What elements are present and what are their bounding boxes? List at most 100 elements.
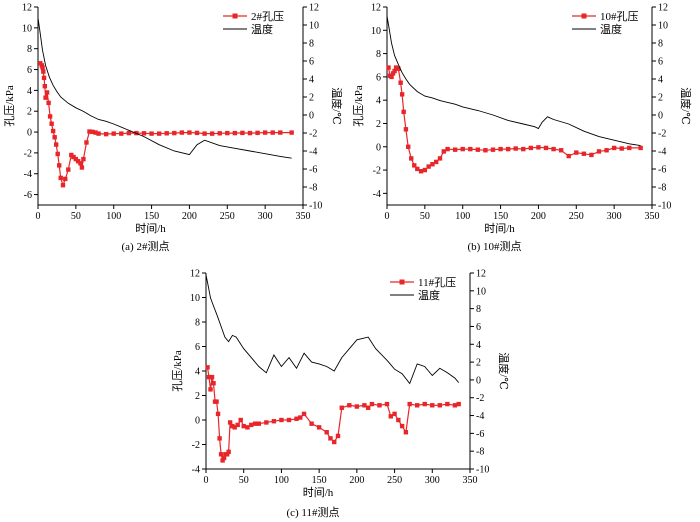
data-point xyxy=(43,95,48,100)
x-tick-label: 150 xyxy=(144,211,159,222)
data-point xyxy=(401,109,406,115)
series-line xyxy=(206,367,459,462)
data-point xyxy=(415,166,420,172)
data-point xyxy=(211,381,216,386)
chart-panel-2: 0 50 100 150 200 250 300 350-4-2024681012-10-8-… xyxy=(352,3,693,254)
data-point xyxy=(271,419,277,424)
data-point xyxy=(57,163,62,168)
data-point xyxy=(278,130,283,135)
y2-tick-label: 6 xyxy=(476,322,481,333)
data-point xyxy=(407,401,412,407)
y-tick-label: 10 xyxy=(371,26,381,37)
x-tick-label: 50 xyxy=(71,211,81,222)
legend-label: 11#孔压 xyxy=(418,276,456,289)
data-point xyxy=(172,130,177,136)
y-tick-label: -2 xyxy=(373,166,381,177)
y-tick-label: 12 xyxy=(22,3,32,14)
data-point xyxy=(96,131,101,136)
data-point xyxy=(298,415,303,420)
data-point xyxy=(386,65,391,70)
data-point xyxy=(58,175,63,181)
data-point xyxy=(79,165,85,170)
data-point xyxy=(412,163,417,168)
series-temperature xyxy=(386,15,641,147)
data-point xyxy=(437,156,443,161)
data-point xyxy=(119,131,124,136)
y2-axis-label: 温度/℃ xyxy=(330,87,344,124)
data-point xyxy=(339,405,344,410)
data-point xyxy=(40,65,45,70)
chart-panel-3: 0 50 100 150 200 250 300 350-4-2024681012-10-8-… xyxy=(171,269,511,520)
data-point xyxy=(581,151,587,156)
data-point xyxy=(335,433,341,439)
y2-tick-label: -8 xyxy=(658,183,666,194)
data-point xyxy=(232,130,238,136)
data-point xyxy=(245,425,250,430)
data-point xyxy=(270,130,275,135)
y2-axis-label: 温度/℃ xyxy=(679,87,693,124)
data-point xyxy=(434,159,439,165)
data-point xyxy=(369,401,375,407)
data-point xyxy=(324,430,329,435)
y-axis-label: 孔压/kPa xyxy=(3,85,16,127)
y-tick-label: -4 xyxy=(192,465,200,476)
x-tick-label: 300 xyxy=(425,475,440,486)
y-tick-label: -6 xyxy=(24,190,32,201)
data-point xyxy=(49,121,54,126)
data-point xyxy=(619,146,624,151)
data-point xyxy=(403,430,409,435)
panel-caption: (c) 11#测点 xyxy=(286,506,339,519)
data-point xyxy=(164,131,169,136)
data-point xyxy=(60,183,66,188)
data-point xyxy=(230,423,235,429)
data-point xyxy=(78,161,83,166)
data-point xyxy=(179,130,185,135)
data-point xyxy=(521,146,526,152)
y2-tick-label: -4 xyxy=(309,147,317,158)
data-point xyxy=(75,159,81,164)
data-point xyxy=(55,151,60,157)
data-point xyxy=(225,130,230,136)
y2-tick-label: -10 xyxy=(476,465,489,476)
y-tick-label: -2 xyxy=(24,148,32,159)
data-point xyxy=(255,130,260,136)
data-point xyxy=(218,452,224,457)
data-point xyxy=(286,417,292,423)
data-point xyxy=(399,423,405,429)
data-point xyxy=(103,131,109,137)
data-point xyxy=(202,131,207,136)
data-point xyxy=(252,421,258,426)
data-point xyxy=(187,130,192,135)
data-point xyxy=(69,152,74,158)
x-tick-label: 300 xyxy=(607,211,622,222)
y-tick-label: -4 xyxy=(373,189,381,200)
y2-tick-label: 8 xyxy=(476,304,481,315)
data-point xyxy=(206,374,212,380)
data-point xyxy=(249,422,254,428)
legend-marker xyxy=(581,13,587,19)
y2-tick-label: 12 xyxy=(476,269,486,280)
x-tick-label: 350 xyxy=(296,211,311,222)
series-line xyxy=(205,274,460,385)
data-point xyxy=(309,421,314,426)
y2-tick-label: -4 xyxy=(476,411,484,422)
data-point xyxy=(93,130,98,135)
y-tick-label: 2 xyxy=(195,391,200,402)
data-point xyxy=(46,100,51,106)
data-point xyxy=(354,404,360,409)
data-point xyxy=(235,422,240,428)
data-point xyxy=(279,417,284,423)
data-point xyxy=(418,169,424,174)
data-point xyxy=(445,146,450,152)
y-tick-label: 4 xyxy=(376,96,381,107)
x-tick-label: 150 xyxy=(312,475,327,486)
data-point xyxy=(574,150,579,155)
y-tick-label: 8 xyxy=(27,44,32,55)
y2-tick-label: 2 xyxy=(476,358,481,369)
legend-marker xyxy=(232,13,238,19)
data-point xyxy=(214,399,219,404)
y2-tick-label: 0 xyxy=(309,111,314,122)
